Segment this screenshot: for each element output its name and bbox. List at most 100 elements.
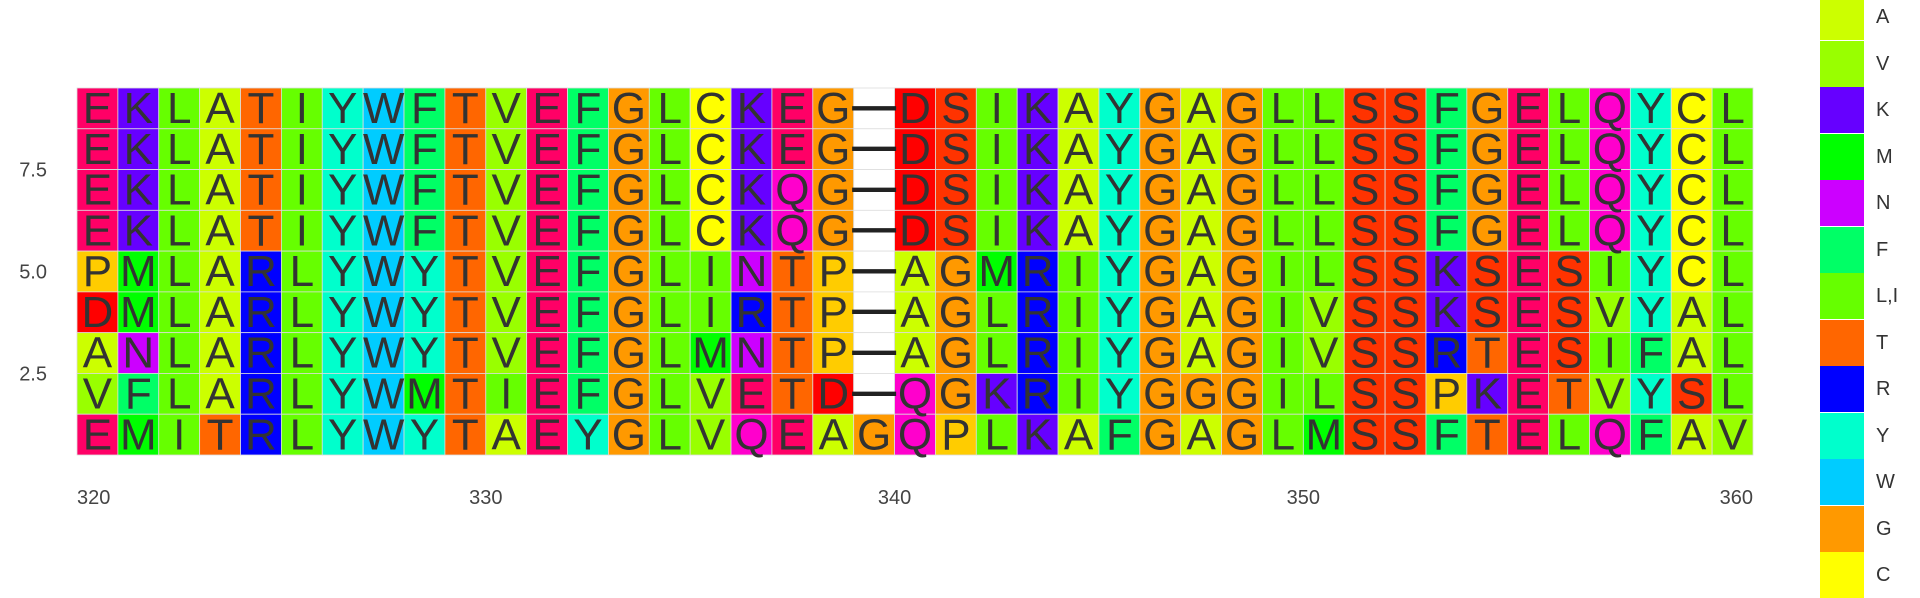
residue-letter: E (1513, 288, 1542, 337)
alignment-cell (1139, 250, 1182, 293)
y-tick-label: 7.5 (19, 160, 47, 182)
alignment-cell (526, 332, 568, 374)
residue-letter: F (1433, 206, 1460, 255)
residue-letter: I (704, 247, 716, 296)
alignment-cell (648, 250, 691, 293)
legend-swatch (1820, 226, 1864, 273)
residue-letter: — (852, 203, 896, 252)
residue-letter: K (982, 370, 1011, 419)
alignment-cell (1262, 169, 1304, 211)
residue-letter: T (1474, 410, 1501, 459)
alignment-cell (1221, 128, 1263, 170)
legend-swatch (1820, 319, 1864, 366)
alignment-cell (1098, 169, 1141, 211)
alignment-cell (771, 373, 814, 415)
residue-letter: Q (775, 206, 809, 255)
alignment-cell (240, 413, 282, 456)
legend-swatch (1820, 505, 1864, 552)
alignment-cell (1384, 250, 1427, 293)
alignment-cell (853, 332, 895, 374)
alignment-cell (812, 413, 855, 456)
alignment-cell (1180, 413, 1222, 456)
residue-letter: G (612, 370, 646, 419)
residue-letter: R (1022, 329, 1054, 378)
alignment-cell (1302, 87, 1345, 130)
residue-letter: S (1391, 370, 1420, 419)
residue-letter: E (1513, 206, 1542, 255)
legend-item: V (1820, 40, 1920, 87)
legend-item: R (1820, 366, 1920, 412)
residue-letter: Y (1105, 288, 1134, 337)
residue-letter: A (1186, 125, 1216, 174)
residue-letter: G (1143, 288, 1177, 337)
alignment-cell (853, 209, 895, 252)
residue-letter: L (1557, 410, 1581, 459)
legend-swatch (1820, 552, 1864, 598)
residue-letter: K (737, 84, 766, 133)
residue-letter: I (296, 84, 308, 133)
residue-letter: F (125, 370, 152, 419)
alignment-cell (975, 87, 1018, 130)
residue-letter: F (411, 166, 438, 215)
residue-letter: T (452, 329, 479, 378)
alignment-cell (1507, 373, 1550, 415)
residue-letter: V (696, 410, 726, 459)
residue-letter: K (1023, 125, 1052, 174)
residue-letter: T (452, 410, 479, 459)
alignment-cell (730, 169, 773, 211)
residue-letter: — (852, 122, 896, 171)
alignment-cell (608, 128, 650, 170)
residue-letter: Y (328, 329, 357, 378)
residue-letter: L (657, 84, 681, 133)
alignment-cell (1057, 169, 1100, 211)
residue-letter: I (1604, 247, 1616, 296)
residue-letter: I (991, 125, 1003, 174)
residue-letter: S (1391, 206, 1420, 255)
alignment-cell (1139, 209, 1182, 252)
residue-letter: Y (410, 288, 439, 337)
alignment-cell (1098, 209, 1141, 252)
alignment-cell (403, 291, 446, 334)
residue-letter: A (1186, 410, 1216, 459)
alignment-cell (444, 87, 487, 130)
alignment-cell (1139, 128, 1182, 170)
residue-letter: C (695, 166, 727, 215)
alignment-cell (689, 413, 732, 456)
legend-item: W (1820, 459, 1920, 505)
residue-letter: L (290, 370, 314, 419)
residue-letter: F (1106, 410, 1133, 459)
alignment-cell (1016, 209, 1059, 252)
alignment-cells (76, 87, 1754, 456)
alignment-cell (1670, 291, 1713, 334)
residue-letter: E (532, 329, 561, 378)
residue-letter: G (612, 125, 646, 174)
alignment-cell (771, 250, 814, 293)
alignment-cell (199, 209, 241, 252)
legend-item: G (1820, 505, 1920, 552)
alignment-cell (608, 291, 650, 334)
residue-letter: E (778, 410, 807, 459)
residue-letter: C (1676, 247, 1708, 296)
residue-letter: L (1271, 84, 1295, 133)
alignment-cell (526, 128, 568, 170)
alignment-cell (76, 373, 119, 415)
residue-letter: Q (1593, 125, 1627, 174)
alignment-cell (362, 250, 405, 293)
residue-letter: G (1225, 370, 1259, 419)
alignment-cell (199, 373, 241, 415)
legend-label: A (1876, 6, 1890, 28)
residue-letter: W (363, 206, 405, 255)
alignment-cell (362, 128, 405, 170)
residue-letter: I (1072, 329, 1084, 378)
legend-swatch (1820, 459, 1864, 505)
alignment-cell (485, 332, 528, 374)
alignment-cell (321, 128, 364, 170)
residue-letter: V (1309, 288, 1339, 337)
residue-letter: Y (410, 410, 439, 459)
residue-letter: L (290, 329, 314, 378)
alignment-cell (975, 128, 1018, 170)
residue-letter: A (1186, 84, 1216, 133)
alignment-cell (608, 87, 650, 130)
residue-letter: M (978, 247, 1015, 296)
residue-letter: F (411, 125, 438, 174)
